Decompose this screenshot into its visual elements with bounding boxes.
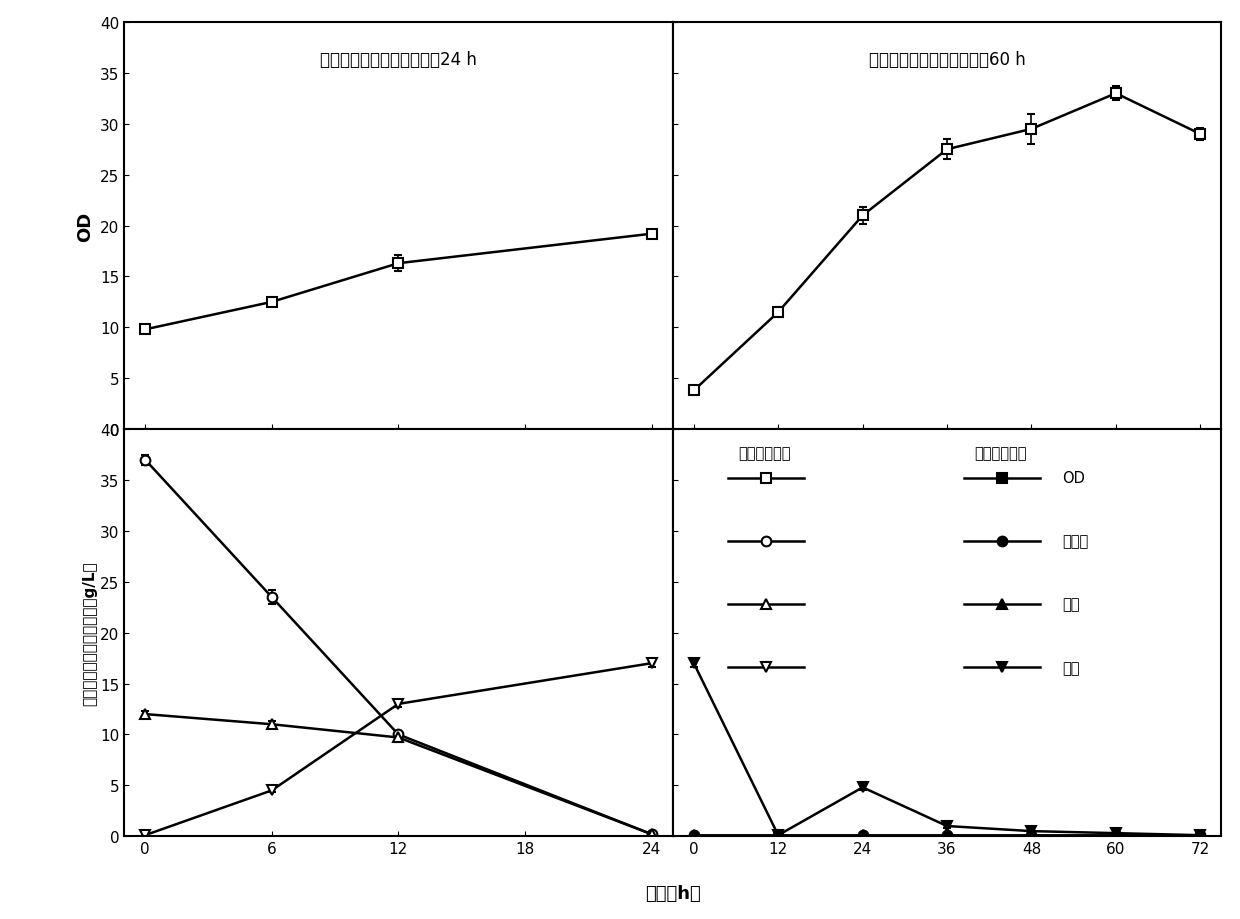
Text: 第一阶段树干毕赤酵母发酵24 h: 第一阶段树干毕赤酵母发酵24 h [320, 51, 477, 70]
Text: OD: OD [1063, 471, 1085, 486]
Y-axis label: 葡萄糖、木糖和乙醇浓度（g/L）: 葡萄糖、木糖和乙醇浓度（g/L） [82, 561, 97, 705]
Text: 树干毕赤酵母: 树干毕赤酵母 [739, 446, 791, 461]
Text: 产朊假丝酵母: 产朊假丝酵母 [975, 446, 1027, 461]
Text: 第二阶段产朊假丝酵母发酵60 h: 第二阶段产朊假丝酵母发酵60 h [869, 51, 1025, 70]
Text: 木糖: 木糖 [1063, 597, 1080, 612]
Text: 葡萄糖: 葡萄糖 [1063, 534, 1089, 549]
Text: 时间（h）: 时间（h） [646, 884, 701, 902]
Text: 乙醇: 乙醇 [1063, 660, 1080, 675]
Y-axis label: OD: OD [76, 211, 94, 242]
